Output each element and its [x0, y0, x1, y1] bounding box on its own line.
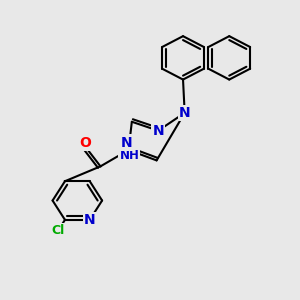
Text: O: O [80, 136, 92, 150]
Text: N: N [152, 124, 164, 138]
Text: N: N [179, 106, 190, 120]
Text: NH: NH [119, 149, 139, 162]
Text: N: N [84, 213, 95, 227]
Text: Cl: Cl [52, 224, 65, 237]
Text: N: N [121, 136, 133, 150]
